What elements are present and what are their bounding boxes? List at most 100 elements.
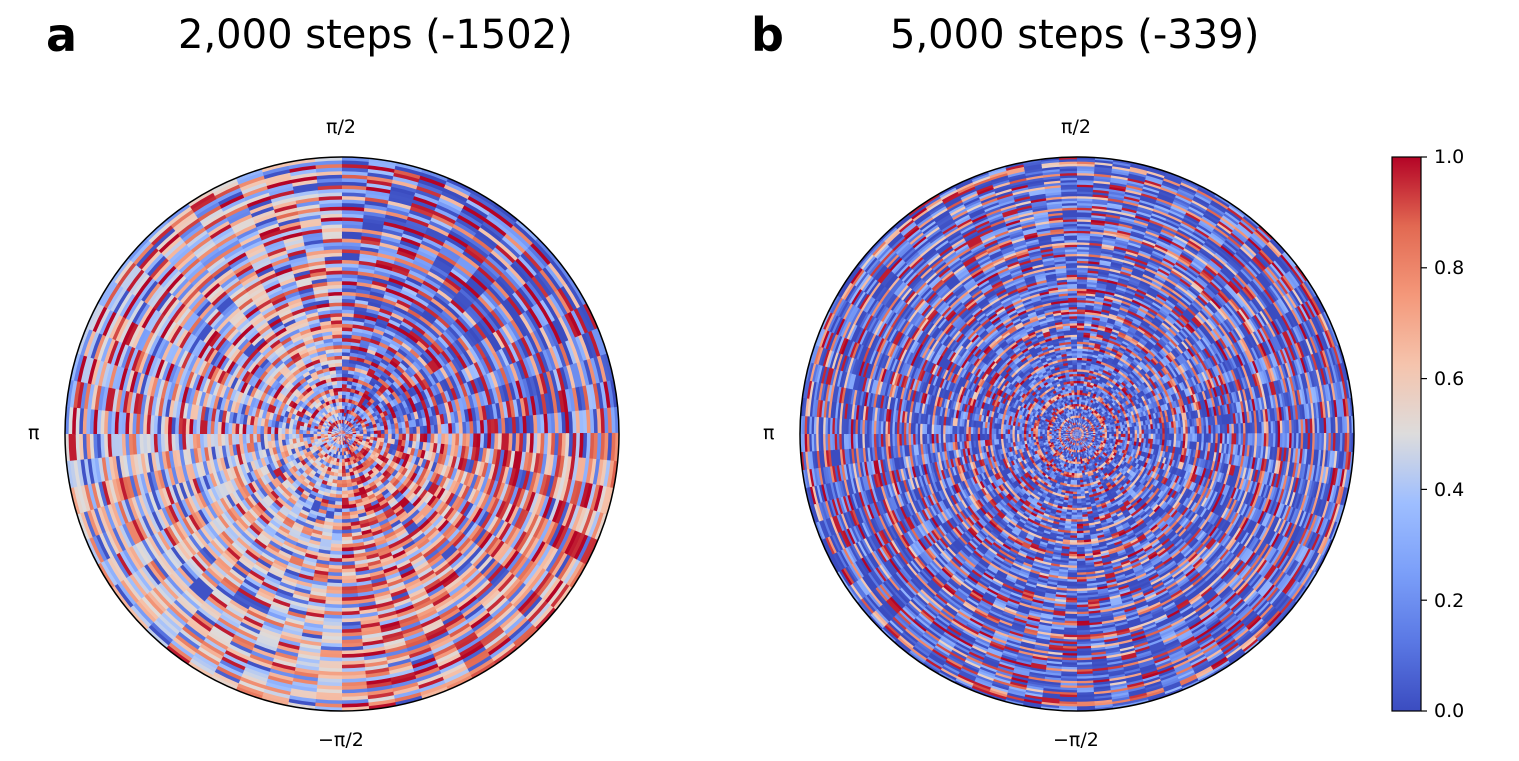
polar-cell [344, 428, 348, 432]
polar-cell [250, 451, 258, 462]
polar-cell [375, 492, 385, 501]
polar-cell [365, 549, 379, 557]
polar-cell [331, 383, 338, 389]
polar-cell [410, 326, 424, 338]
polar-cell [419, 503, 431, 515]
polar-cell [365, 351, 375, 359]
polar-cell [238, 487, 248, 500]
polar-cell [397, 483, 406, 493]
polar-cell [290, 555, 305, 564]
polar-cell [307, 367, 317, 375]
polar-cell [411, 529, 424, 541]
polar-cell [369, 566, 384, 574]
polar-cell [393, 505, 404, 515]
polar-cell [342, 441, 344, 446]
polar-cell [294, 501, 304, 510]
polar-cell [245, 434, 251, 444]
polar-cell [301, 506, 312, 514]
polar-cell [316, 434, 321, 437]
polar-cell [314, 472, 321, 479]
polar-cell [381, 297, 397, 307]
polar-cell [337, 387, 342, 392]
polar-cell [219, 457, 227, 471]
polar-cell [419, 425, 425, 434]
polar-cell [248, 312, 264, 325]
polar-cell [316, 429, 322, 432]
polar-cell [348, 436, 353, 440]
polar-cell [220, 323, 235, 338]
polar-cell [368, 341, 379, 349]
polar-cell [247, 452, 254, 463]
polar-cell [328, 298, 342, 304]
polar-cell [402, 487, 412, 498]
polar-cell [371, 502, 382, 511]
polar-cell [352, 431, 357, 433]
polar-cell [368, 364, 378, 372]
polar-cell [242, 462, 251, 475]
polar-cell [433, 424, 439, 434]
polar-cell [332, 421, 337, 426]
polar-cell [329, 557, 343, 563]
polar-cell [402, 338, 415, 349]
polar-cell [436, 487, 447, 500]
polar-cell [256, 298, 272, 311]
polar-cell [334, 435, 339, 437]
polar-cell [316, 384, 323, 391]
polar-cell [407, 548, 422, 560]
polar-cell [383, 290, 400, 300]
polar-cell [374, 509, 385, 517]
polar-cell [345, 472, 351, 478]
panel-b-polar-field [800, 157, 1354, 711]
polar-cell [272, 323, 286, 334]
polar-cell [212, 382, 221, 397]
polar-cell [342, 434, 345, 438]
polar-cell [436, 368, 446, 381]
polar-cell [401, 399, 409, 409]
polar-cell [347, 402, 352, 407]
polar-cell [246, 385, 255, 397]
polar-cell [314, 496, 323, 503]
polar-cell [345, 398, 350, 403]
polar-cell [296, 374, 305, 383]
polar-cell [346, 425, 350, 429]
polar-cell [404, 353, 416, 364]
polar-cell [468, 346, 481, 363]
polar-cell [333, 515, 343, 520]
polar-cell [372, 327, 385, 336]
polar-cell [463, 381, 472, 396]
polar-cell [371, 276, 389, 285]
polar-cell [239, 474, 249, 487]
polar-cell [370, 525, 383, 534]
polar-cell [287, 362, 297, 372]
polar-cell [192, 434, 198, 450]
polar-cell [267, 521, 280, 533]
polar-cell [339, 408, 342, 413]
polar-cell [291, 424, 297, 430]
polar-cell [195, 390, 203, 407]
polar-cell [445, 376, 455, 390]
polar-cell [470, 362, 481, 379]
polar-cell [334, 439, 339, 444]
polar-cell [365, 487, 373, 494]
polar-cell [382, 390, 390, 398]
polar-cell [342, 451, 345, 456]
polar-cell [343, 422, 346, 428]
polar-cell [298, 434, 304, 439]
polar-cell [261, 360, 272, 372]
polar-cell [458, 421, 464, 434]
polar-cell [465, 433, 471, 447]
polar-cell [345, 433, 350, 434]
polar-cell [273, 559, 289, 570]
polar-cell [320, 431, 325, 435]
polar-cell [209, 459, 217, 474]
polar-cell [343, 415, 346, 421]
polar-cell [494, 385, 503, 403]
polar-cell [209, 350, 221, 366]
polar-cell [310, 328, 322, 336]
polar-cell [263, 348, 275, 359]
polar-cell [272, 488, 282, 498]
polar-cell [256, 558, 273, 570]
polar-cell [327, 294, 342, 300]
polar-cell [405, 504, 416, 515]
polar-cell [347, 421, 352, 426]
